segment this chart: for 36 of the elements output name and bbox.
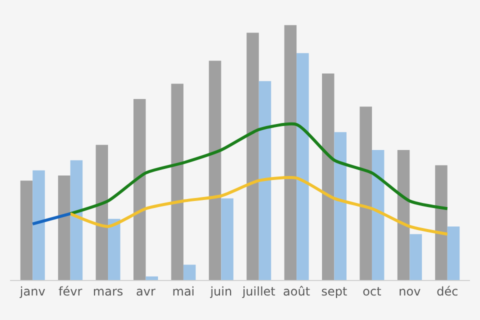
bar [183,264,196,280]
bar [146,276,158,280]
x-tick-label: janv [18,284,46,298]
bar [108,218,120,280]
bar [32,170,45,280]
x-tick-label: sept [321,284,348,298]
x-tick-label: févr [58,284,82,298]
bar [96,144,108,280]
x-tick-label: nov [398,284,421,298]
bar [20,180,33,280]
bar [70,160,83,280]
bar [372,150,384,280]
bar [208,60,222,280]
bar [221,198,234,280]
x-tick-label: oct [362,284,382,298]
x-tick-label: juillet [241,284,276,298]
bar [410,234,422,280]
bar [284,25,297,280]
bar [133,99,146,280]
bar [296,53,309,280]
bar [58,175,70,280]
bar [447,226,460,280]
bar [360,106,372,280]
bar [258,81,272,280]
x-tick-label: mars [92,284,124,298]
bar [171,84,184,280]
x-tick-label: août [283,284,310,298]
bar [397,150,410,280]
x-tick-label: juin [209,284,232,298]
bar [435,165,448,280]
x-tick-label: mai [172,284,195,298]
bar [334,132,347,280]
x-tick-label: déc [436,284,458,298]
x-tick-label: avr [136,284,156,298]
bar [246,32,259,280]
bar [322,74,334,280]
